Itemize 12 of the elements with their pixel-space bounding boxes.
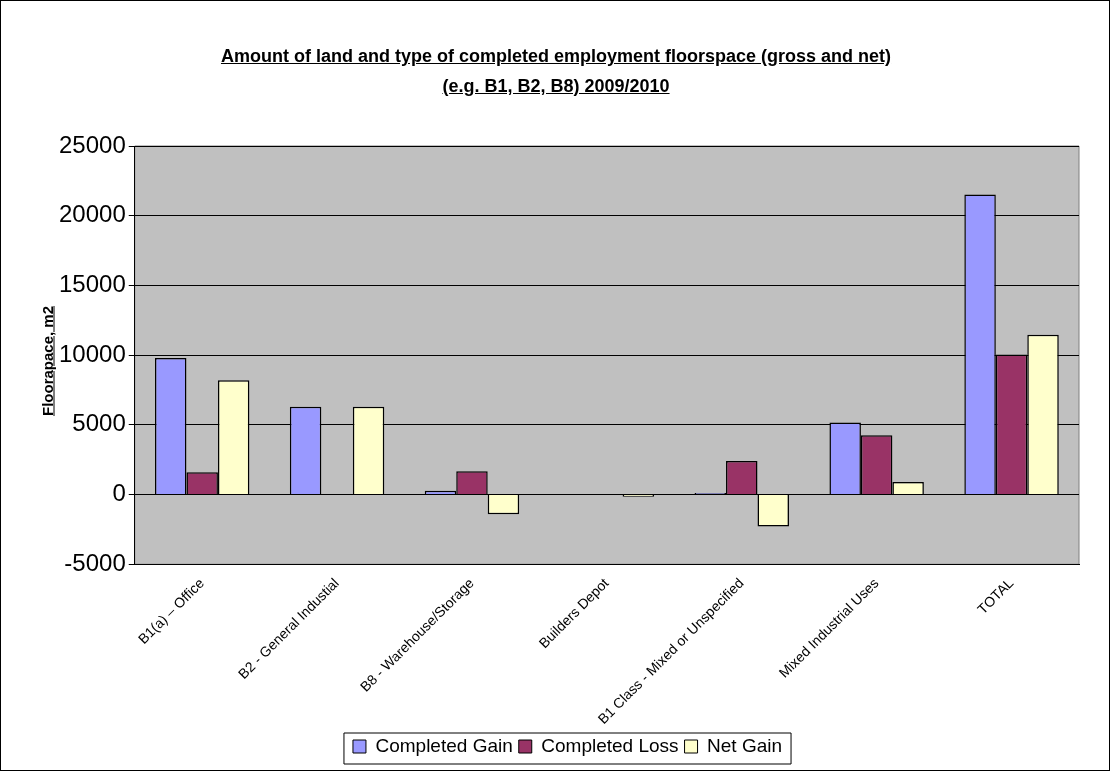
legend-label: Completed Gain [375, 734, 513, 756]
y-tick-label: 5000 [72, 409, 126, 437]
y-tick-label: -5000 [64, 548, 126, 576]
y-tick-label: 10000 [58, 339, 126, 367]
chart-title: Amount of land and type of completed employment floorspace (gross and net) (e.g. B1, B2, B8) 2009/2010 [219, 45, 893, 98]
y-tick-label: 15000 [58, 270, 126, 298]
y-tick-label: 0 [112, 479, 126, 507]
legend-label: Completed Loss [541, 734, 679, 756]
y-tick-label: 25000 [58, 130, 126, 158]
legend-label: Net Gain [707, 734, 783, 756]
y-tick-label: 20000 [58, 200, 126, 228]
y-axis-title: Floorapace, m2 [38, 305, 56, 417]
